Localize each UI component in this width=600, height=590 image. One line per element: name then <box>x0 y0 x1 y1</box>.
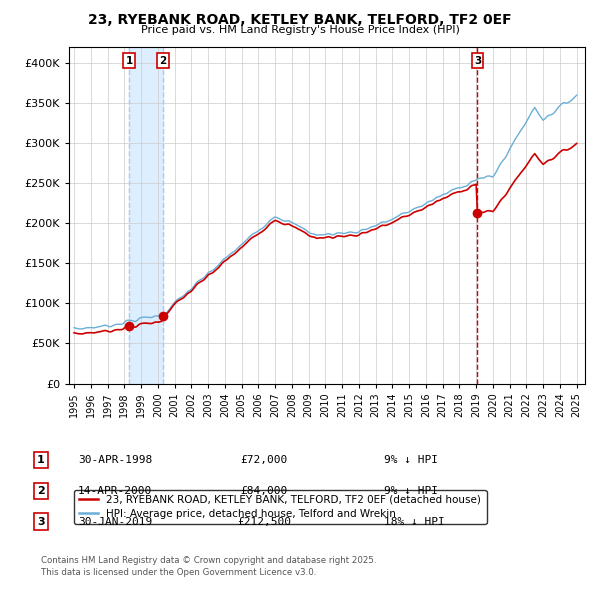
Text: Contains HM Land Registry data © Crown copyright and database right 2025.: Contains HM Land Registry data © Crown c… <box>41 556 376 565</box>
Text: 2: 2 <box>159 55 166 65</box>
Text: £212,500: £212,500 <box>237 517 291 526</box>
Text: This data is licensed under the Open Government Licence v3.0.: This data is licensed under the Open Gov… <box>41 568 316 577</box>
Text: 18% ↓ HPI: 18% ↓ HPI <box>384 517 445 526</box>
Text: 23, RYEBANK ROAD, KETLEY BANK, TELFORD, TF2 0EF: 23, RYEBANK ROAD, KETLEY BANK, TELFORD, … <box>88 13 512 27</box>
Text: 3: 3 <box>37 517 44 526</box>
Text: 30-JAN-2019: 30-JAN-2019 <box>78 517 152 526</box>
Text: 9% ↓ HPI: 9% ↓ HPI <box>384 455 438 465</box>
Text: £72,000: £72,000 <box>241 455 287 465</box>
Bar <box>129 47 163 384</box>
Text: 9% ↓ HPI: 9% ↓ HPI <box>384 486 438 496</box>
Text: 30-APR-1998: 30-APR-1998 <box>78 455 152 465</box>
Text: 1: 1 <box>37 455 44 465</box>
Text: Price paid vs. HM Land Registry's House Price Index (HPI): Price paid vs. HM Land Registry's House … <box>140 25 460 35</box>
Text: £84,000: £84,000 <box>241 486 287 496</box>
Legend: 23, RYEBANK ROAD, KETLEY BANK, TELFORD, TF2 0EF (detached house), HPI: Average p: 23, RYEBANK ROAD, KETLEY BANK, TELFORD, … <box>74 490 487 524</box>
Text: 1: 1 <box>125 55 133 65</box>
Text: 2: 2 <box>37 486 44 496</box>
Text: 14-APR-2000: 14-APR-2000 <box>78 486 152 496</box>
Text: 3: 3 <box>474 55 481 65</box>
